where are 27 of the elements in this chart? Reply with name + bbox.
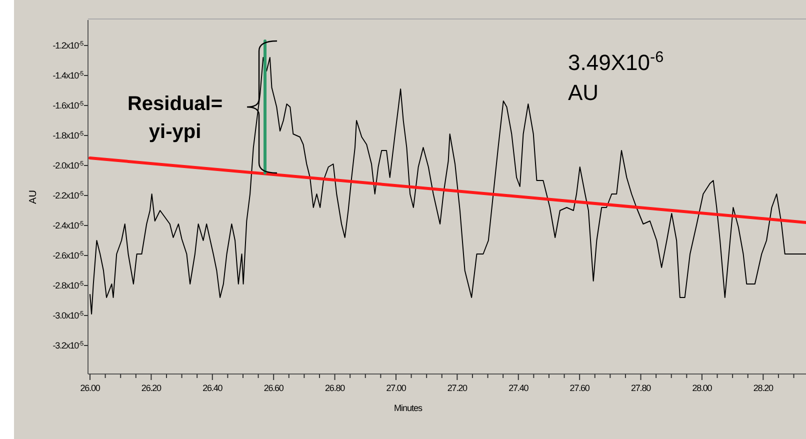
y-tick-label: -1.6x10$^{-5}$ xyxy=(52,100,84,110)
y-tick-label: -1.4x10$^{-5}$ xyxy=(52,70,84,80)
x-tick-label: 27.80 xyxy=(631,383,652,393)
text: 3.49X10$^{-6}$ AU xyxy=(568,48,664,105)
y-tick-label: -1.2x10$^{-5}$ xyxy=(52,40,84,50)
x-tick-label: 28.00 xyxy=(692,383,712,393)
y-tick-label: -1.8x10$^{-5}$ xyxy=(52,130,84,140)
y-tick-label: -2.2x10$^{-5}$ xyxy=(52,190,84,200)
y-tick-label: -3.0x10$^{-5}$ xyxy=(52,310,84,320)
y-tick-label: -2.0x10$^{-5}$ xyxy=(52,160,84,170)
x-axis-title: Minutes xyxy=(394,403,424,413)
x-tick-label: 26.60 xyxy=(264,383,284,393)
y-tick-label: -3.2x10$^{-5}$ xyxy=(52,340,84,350)
x-tick-label: 26.40 xyxy=(202,383,223,393)
x-tick-label: 28.20 xyxy=(753,383,774,393)
annotation: Residual= yi-ypi xyxy=(128,93,223,143)
x-tick-label: 26.80 xyxy=(325,383,346,393)
x-tick-label: 27.00 xyxy=(386,383,406,393)
x-tick-label: 27.40 xyxy=(508,383,529,393)
y-tick-label: -2.4x10$^{-5}$ xyxy=(52,220,84,230)
y-tick-label: -2.6x10$^{-5}$ xyxy=(52,250,84,260)
x-tick-label: 27.60 xyxy=(570,383,590,393)
y-tick-label: -2.8x10$^{-5}$ xyxy=(52,280,84,290)
x-tick-label: 26.00 xyxy=(80,383,100,393)
x-tick-label: 27.20 xyxy=(447,383,468,393)
y-axis-title: AU xyxy=(28,190,39,204)
x-tick-label: 26.20 xyxy=(141,383,162,393)
